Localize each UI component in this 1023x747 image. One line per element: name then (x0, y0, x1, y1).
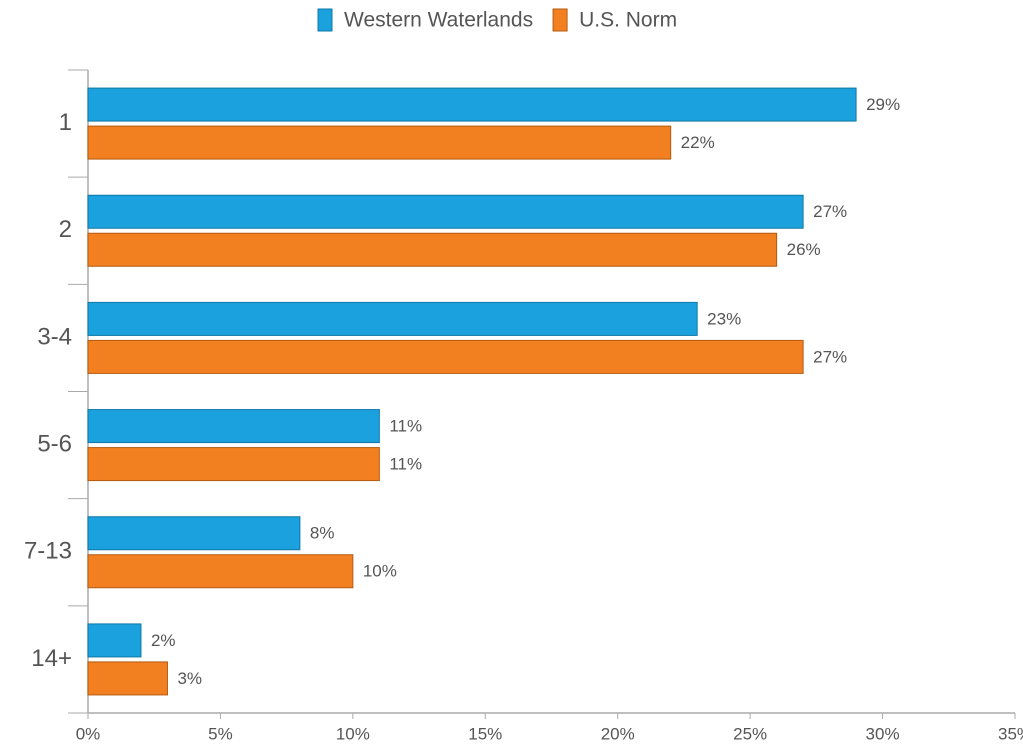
value-label: 11% (389, 417, 422, 436)
x-tick-label: 10% (336, 724, 370, 743)
x-tick-label: 30% (866, 724, 900, 743)
value-label: 22% (681, 133, 715, 152)
category-label: 14+ (31, 645, 72, 672)
bar (87, 623, 142, 658)
x-tick-label: 35% (998, 724, 1023, 743)
bar (87, 554, 354, 589)
legend-label: U.S. Norm (579, 9, 677, 32)
bar (87, 194, 804, 229)
x-tick-label: 20% (601, 724, 635, 743)
category-label: 2 (59, 216, 72, 243)
value-label: 23% (707, 309, 741, 328)
category-label: 5-6 (37, 430, 72, 457)
bar (87, 232, 778, 267)
value-label: 2% (151, 631, 176, 650)
value-label: 8% (310, 524, 335, 543)
bar (87, 87, 857, 122)
value-label: 27% (813, 347, 847, 366)
value-label: 3% (177, 669, 202, 688)
bar (87, 661, 168, 696)
value-label: 26% (787, 240, 821, 259)
bar (87, 409, 380, 444)
value-label: 11% (389, 455, 422, 474)
legend-label: Western Waterlands (344, 9, 533, 32)
x-tick-label: 25% (733, 724, 767, 743)
bar (87, 301, 698, 336)
bar (87, 447, 380, 482)
legend-swatch (317, 8, 333, 32)
category-label: 7-13 (24, 538, 72, 565)
category-label: 1 (59, 109, 72, 136)
value-label: 29% (866, 95, 900, 114)
value-label: 10% (363, 562, 397, 581)
bar (87, 516, 301, 551)
x-tick-label: 15% (468, 724, 502, 743)
bar (87, 125, 672, 160)
x-tick-label: 0% (76, 724, 101, 743)
category-label: 3-4 (37, 323, 72, 350)
bar (87, 339, 804, 374)
x-tick-label: 5% (208, 724, 233, 743)
value-label: 27% (813, 202, 847, 221)
legend-swatch (552, 8, 568, 32)
